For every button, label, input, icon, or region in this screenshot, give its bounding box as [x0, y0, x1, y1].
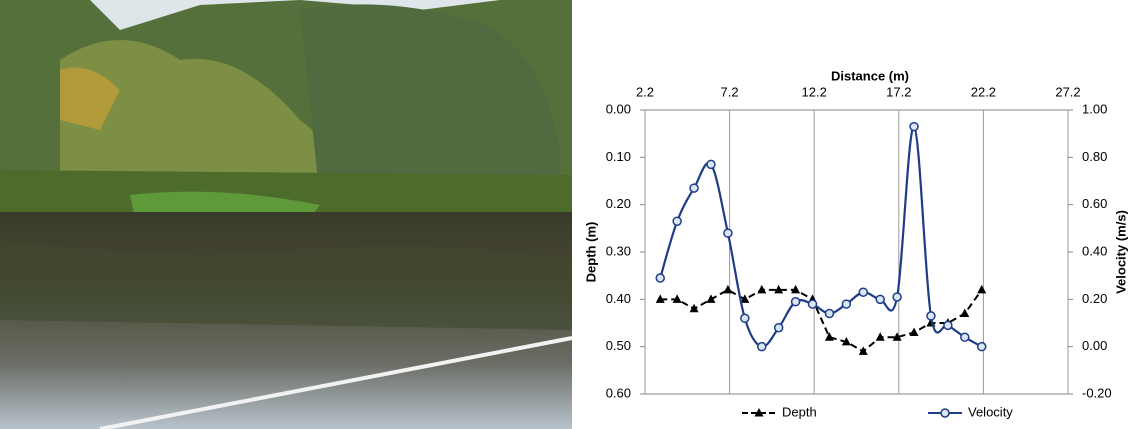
marker: [858, 346, 868, 355]
marker: [756, 341, 767, 352]
marker: [790, 296, 801, 307]
legend-label: Depth: [782, 404, 817, 419]
marker: [791, 284, 801, 294]
marker: [655, 273, 665, 283]
marker: [892, 292, 902, 302]
y-tick-label: 0.10: [606, 149, 631, 164]
marker: [875, 294, 885, 305]
marker: [740, 294, 750, 303]
x-axis-title: Distance (m): [831, 68, 909, 83]
marker: [841, 299, 852, 309]
y2-tick-label: 0.80: [1082, 149, 1107, 164]
marker: [858, 287, 869, 297]
x-tick-label: 12.2: [802, 84, 827, 99]
y2-tick-label: -0.20: [1082, 385, 1112, 400]
y-tick-label: 0.40: [606, 291, 631, 306]
marker: [909, 327, 919, 336]
x-tick-label: 27.2: [1055, 84, 1080, 99]
y2-tick-label: 0.60: [1082, 196, 1107, 211]
marker: [943, 320, 953, 331]
marker: [824, 308, 835, 319]
y-tick-label: 0.60: [606, 385, 631, 400]
marker: [875, 332, 885, 341]
y2-tick-label: 1.00: [1082, 101, 1107, 116]
marker: [723, 228, 733, 238]
y2-tick-label: 0.00: [1082, 338, 1107, 353]
marker: [706, 294, 716, 303]
series-line: [660, 288, 983, 353]
y2-tick-label: 0.40: [1082, 243, 1107, 258]
series: [655, 121, 987, 352]
marker: [926, 311, 936, 321]
y-tick-label: 0.00: [606, 101, 631, 116]
y-tick-label: 0.20: [606, 196, 631, 211]
marker: [977, 284, 987, 294]
series: [655, 284, 987, 355]
y-tick-label: 0.30: [606, 243, 631, 258]
marker: [689, 303, 699, 313]
marker: [892, 332, 902, 341]
marker: [706, 159, 716, 170]
x-tick-label: 22.2: [971, 84, 996, 99]
marker: [723, 284, 733, 294]
marker: [672, 216, 682, 226]
marker: [740, 313, 750, 324]
y2-axis-title: Velocity (m/s): [1113, 210, 1128, 294]
marker: [976, 341, 987, 352]
marker: [689, 183, 699, 193]
marker: [672, 294, 682, 303]
marker: [909, 121, 919, 132]
photo: [0, 0, 573, 429]
marker: [807, 299, 818, 309]
marker: [773, 322, 784, 333]
marker: [824, 332, 834, 341]
marker: [841, 336, 851, 346]
x-tick-label: 2.2: [636, 84, 654, 99]
marker: [754, 408, 764, 417]
marker: [940, 408, 950, 418]
y-tick-label: 0.50: [606, 338, 631, 353]
marker: [960, 332, 970, 342]
marker: [960, 308, 970, 318]
legend-label: Velocity: [968, 404, 1013, 419]
marker: [757, 284, 767, 294]
marker: [774, 284, 784, 294]
y2-tick-label: 0.20: [1082, 291, 1107, 306]
plot-frame: [644, 109, 1069, 395]
y-axis-title: Depth (m): [583, 222, 598, 283]
x-tick-label: 17.2: [886, 84, 911, 99]
marker: [655, 294, 665, 303]
chart: Distance (m) Depth (m) Velocity (m/s) 2.…: [583, 68, 1128, 419]
x-tick-label: 7.2: [721, 84, 739, 99]
